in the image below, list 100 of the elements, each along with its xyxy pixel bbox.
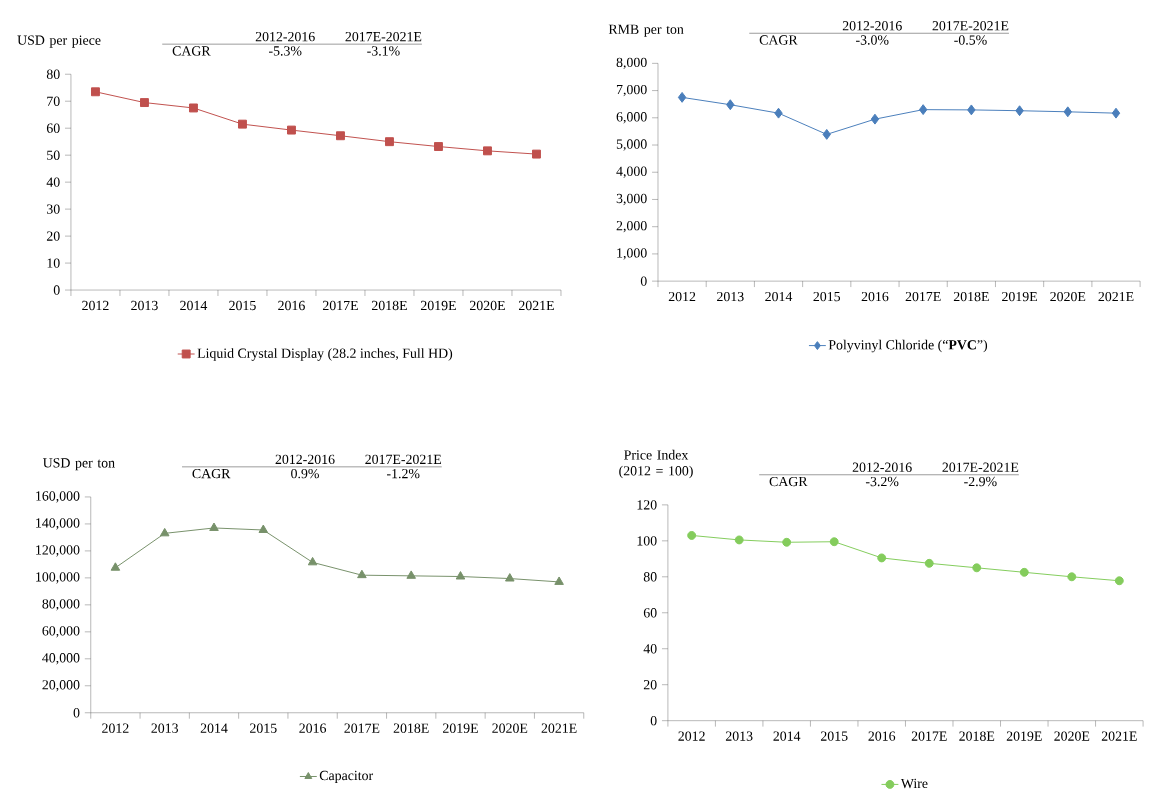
x-tick-label: 2018E — [371, 300, 407, 311]
y-tick-label: 160,000 — [36, 491, 80, 503]
point — [406, 570, 416, 579]
x-tick-label: 2020E — [1050, 291, 1086, 302]
point — [774, 107, 783, 119]
text: -0.5% — [954, 35, 987, 45]
x-tick-label: 2012 — [678, 731, 705, 741]
point — [1063, 106, 1072, 118]
y-tick-label: 80 — [46, 69, 60, 79]
x-tick-label: 2012 — [102, 723, 129, 733]
point — [505, 573, 515, 582]
x-tick-label: 2018E — [959, 731, 995, 741]
x-tick-label: 2016 — [861, 291, 889, 302]
x-tick-label: 2019E — [1006, 731, 1042, 741]
x-tick-label: 2019E — [443, 723, 478, 733]
x-tick-label: 2013 — [717, 291, 744, 302]
x-tick-label: 2013 — [151, 723, 179, 733]
text: -3.0% — [856, 35, 889, 45]
x-tick-label: 2015 — [820, 731, 848, 741]
x-tick-label: 2013 — [725, 731, 753, 741]
point — [159, 527, 170, 537]
x-tick-label: 2021E — [1098, 291, 1134, 302]
y-tick-label: 140,000 — [36, 518, 80, 530]
text: 2012-2016 — [275, 454, 335, 465]
text: 2017E-2021E — [932, 21, 1009, 31]
y-axis-title: RMB per ton — [608, 24, 684, 37]
point — [734, 535, 744, 545]
text: -5.3% — [268, 46, 302, 56]
text: -2.9% — [964, 476, 997, 487]
point — [822, 128, 831, 140]
y-tick-label: 30 — [47, 204, 60, 214]
point — [967, 104, 976, 116]
point — [726, 99, 735, 111]
point — [1019, 567, 1029, 577]
y-axis-title: Price Index (2012 = 100) — [619, 449, 693, 479]
y-tick-label: 3,000 — [616, 193, 647, 206]
point — [434, 142, 443, 151]
y-tick-label: 50 — [47, 150, 60, 160]
text: CAGR — [759, 35, 798, 45]
y-tick-label: 40 — [46, 177, 60, 187]
text: 2017E-2021E — [942, 462, 1019, 472]
y-tick-label: 40 — [643, 644, 657, 654]
point — [1015, 105, 1024, 117]
text: CAGR — [192, 468, 231, 479]
x-tick-label: 2015 — [250, 723, 277, 733]
y-tick-label: 20,000 — [42, 680, 80, 692]
x-tick-label: 2017E — [911, 731, 947, 741]
y-tick-label: 8,000 — [616, 57, 647, 70]
point — [532, 149, 541, 159]
y-tick-label: 0 — [53, 285, 60, 295]
x-tick-label: 2012 — [668, 291, 696, 302]
point — [238, 119, 247, 129]
x-tick-label: 2020E — [492, 723, 528, 733]
y-tick-label: 120 — [637, 500, 657, 510]
point — [829, 537, 839, 547]
y-tick-label: 100,000 — [36, 572, 80, 584]
text: -3.2% — [865, 476, 899, 487]
x-tick-label: 2017E — [322, 300, 358, 311]
x-tick-label: 2017E — [344, 723, 380, 733]
text: -3.1% — [367, 46, 400, 56]
text: 0.9% — [291, 468, 319, 479]
point — [1067, 572, 1077, 582]
y-tick-label: 2,000 — [616, 221, 647, 233]
point — [1114, 576, 1124, 586]
y-tick-label: 0 — [73, 708, 80, 718]
x-tick-label: 2014 — [200, 723, 228, 733]
x-tick-label: 2016 — [299, 723, 327, 733]
legend-label: Liquid Crystal Display (28.2 inches, Full HD) — [197, 348, 453, 361]
y-tick-label: 100 — [637, 536, 657, 546]
y-tick-label: 7,000 — [616, 84, 647, 97]
point — [483, 146, 492, 156]
point — [972, 563, 982, 573]
y-tick-label: 70 — [47, 96, 60, 106]
y-tick-label: 10 — [47, 258, 60, 268]
point — [336, 131, 345, 141]
y-tick-label: 120,000 — [36, 545, 80, 557]
x-tick-label: 2018E — [393, 723, 429, 733]
y-tick-label: 20 — [46, 231, 60, 241]
point — [455, 571, 466, 580]
point — [110, 562, 121, 571]
x-tick-label: 2018E — [953, 291, 989, 302]
x-tick-label: 2021E — [541, 723, 577, 733]
point — [357, 569, 367, 579]
point — [918, 104, 928, 116]
y-tick-label: 1,000 — [617, 248, 647, 260]
x-tick-label: 2014 — [180, 300, 208, 311]
point — [287, 125, 296, 135]
y-tick-label: 80 — [643, 572, 657, 582]
text: 2017E-2021E — [345, 31, 422, 42]
point — [90, 87, 100, 97]
x-tick-label: 2020E — [469, 300, 505, 311]
point — [140, 98, 149, 108]
y-tick-label: 40,000 — [42, 653, 80, 665]
point — [677, 91, 687, 103]
point — [307, 556, 318, 566]
point — [554, 576, 564, 585]
x-tick-label: 2016 — [868, 731, 896, 741]
text: 2012-2016 — [842, 21, 902, 31]
y-tick-label: 5,000 — [616, 139, 647, 151]
text: 2012-2016 — [852, 462, 912, 472]
